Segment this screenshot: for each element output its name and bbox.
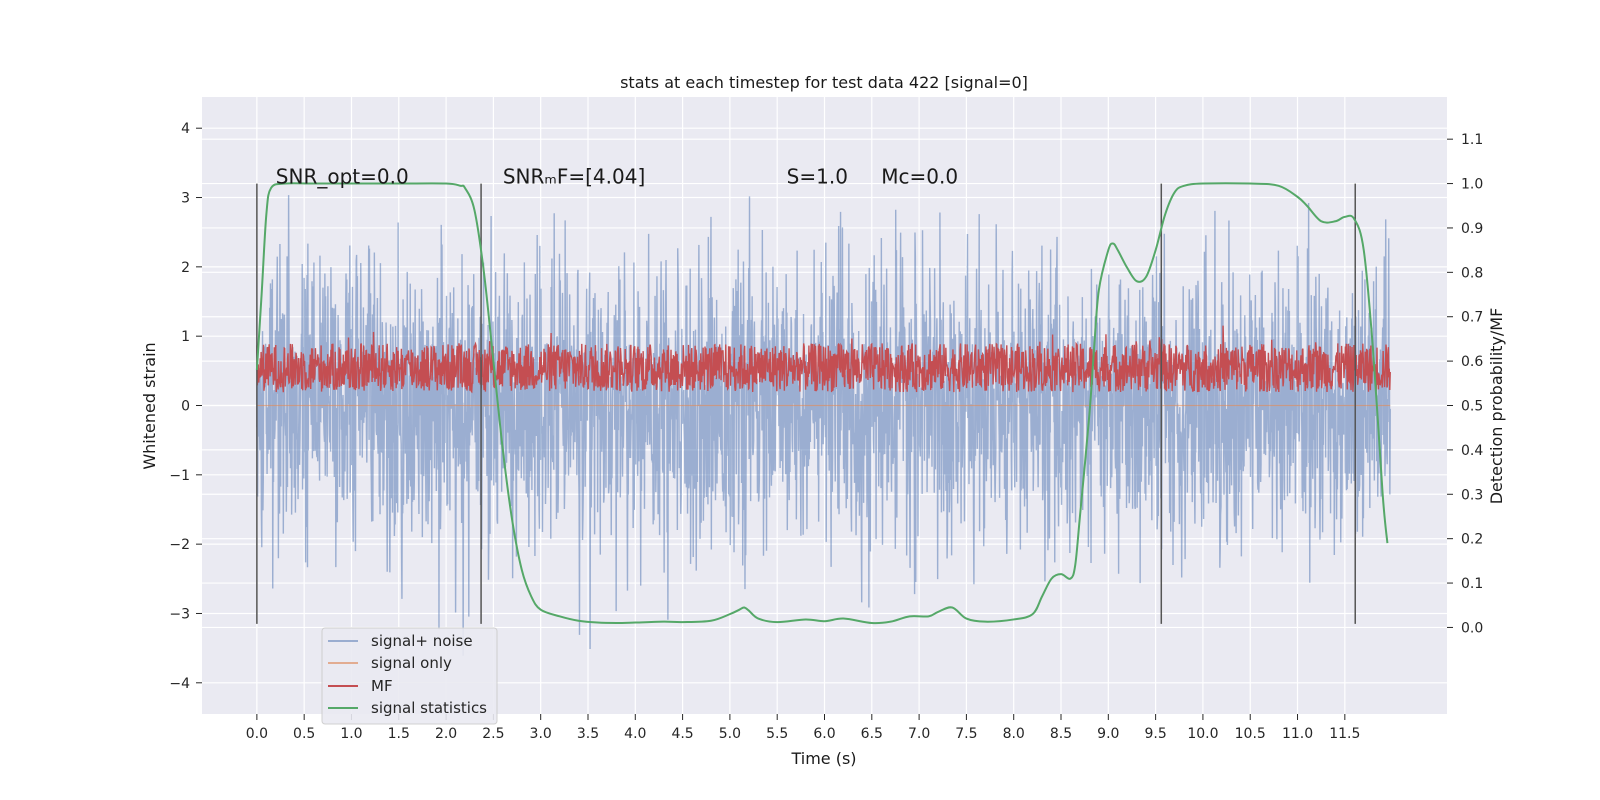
x-tick-label: 4.0 (624, 726, 646, 742)
annotations: SNR_opt=0.0 SNRₘF=[4.04] S=1.0 Mᴄ=0.0 (276, 165, 958, 189)
x-tick-label: 5.5 (766, 726, 788, 742)
chart-title: stats at each timestep for test data 422… (620, 73, 1028, 92)
mf-series (256, 325, 1391, 394)
x-tick-label: 6.0 (813, 726, 835, 742)
x-tick-label: 10.0 (1187, 726, 1218, 742)
legend: signal+ noise signal only MF signal stat… (321, 627, 498, 725)
annotation-text: SNRₘF=[4.04] (503, 165, 645, 189)
x-tick-label: 10.5 (1235, 726, 1266, 742)
x-tick-label: 7.5 (955, 726, 977, 742)
annotation-text: S=1.0 (787, 165, 848, 189)
x-tick-label: 0.5 (293, 726, 315, 742)
x-tick-label: 6.5 (861, 726, 883, 742)
annotation-text: SNR_opt=0.0 (276, 165, 409, 189)
legend-label-mf: MF (371, 677, 393, 695)
x-tick-label: 5.0 (719, 726, 741, 742)
y-tick-label: −2 (169, 537, 190, 553)
x-tick-label: 2.0 (435, 726, 457, 742)
y-tick-label: 3 (181, 191, 190, 207)
x-tick-label: 0.0 (246, 726, 268, 742)
x-tick-label: 3.5 (577, 726, 599, 742)
x-tick-label: 8.5 (1050, 726, 1072, 742)
y2-tick-label: 0.4 (1461, 443, 1483, 459)
annotation-text: Mᴄ=0.0 (881, 165, 958, 189)
y2-tick-label: 0.7 (1461, 310, 1483, 326)
y-tick-label: 0 (181, 399, 190, 415)
y-axis-ticks: 4 3 2 1 0 −1 −2 −3 −4 (169, 121, 202, 692)
x-axis-ticks: 0.0 0.5 1.0 1.5 2.0 2.5 3.0 3.5 4.0 4.5 5.0 5.5 6.0 6… (246, 714, 1360, 742)
x-tick-label: 1.5 (388, 726, 410, 742)
y-tick-label: −4 (169, 676, 190, 692)
y2-tick-label: 0.5 (1461, 399, 1483, 415)
y2-axis-label: Detection probability/MF (1487, 308, 1506, 505)
y-tick-label: −1 (169, 468, 190, 484)
y2-tick-label: 0.3 (1461, 487, 1483, 503)
x-tick-label: 1.0 (340, 726, 362, 742)
x-tick-label: 8.0 (1003, 726, 1025, 742)
y2-tick-label: 1.0 (1461, 177, 1483, 193)
y2-tick-label: 0.9 (1461, 221, 1483, 237)
x-tick-label: 4.5 (671, 726, 693, 742)
y-tick-label: 4 (181, 121, 190, 137)
y-axis-label: Whitened strain (140, 342, 159, 469)
y2-tick-label: 0.6 (1461, 354, 1483, 370)
y2-tick-label: 0.0 (1461, 620, 1483, 636)
signal-statistics-line (255, 182, 1389, 625)
x-tick-label: 11.0 (1282, 726, 1313, 742)
legend-box (321, 627, 498, 725)
y2-tick-label: 1.1 (1461, 132, 1483, 148)
y2-axis-ticks: 1.1 1.0 0.9 0.8 0.7 0.6 0.5 0.4 0.3 0.2 0.1 0.0 (1447, 132, 1483, 636)
y2-tick-label: 0.2 (1461, 532, 1483, 548)
mf-line (256, 325, 1391, 394)
x-axis-label: Time (s) (790, 749, 856, 768)
x-tick-label: 9.0 (1097, 726, 1119, 742)
y-tick-label: −3 (169, 606, 190, 622)
x-tick-label: 3.0 (530, 726, 552, 742)
x-tick-label: 7.0 (908, 726, 930, 742)
x-tick-label: 11.5 (1329, 726, 1360, 742)
y2-tick-label: 0.8 (1461, 265, 1483, 281)
legend-label-signal-only: signal only (371, 654, 452, 672)
legend-label-signal-statistics: signal statistics (371, 699, 487, 717)
signal-statistics-series (255, 182, 1389, 625)
y2-tick-label: 0.1 (1461, 576, 1483, 592)
legend-label-signal-noise: signal+ noise (371, 632, 473, 650)
y-tick-label: 2 (181, 260, 190, 276)
x-tick-label: 2.5 (482, 726, 504, 742)
y-tick-label: 1 (181, 329, 190, 345)
vertical-markers (256, 183, 1356, 624)
x-tick-label: 9.5 (1144, 726, 1166, 742)
